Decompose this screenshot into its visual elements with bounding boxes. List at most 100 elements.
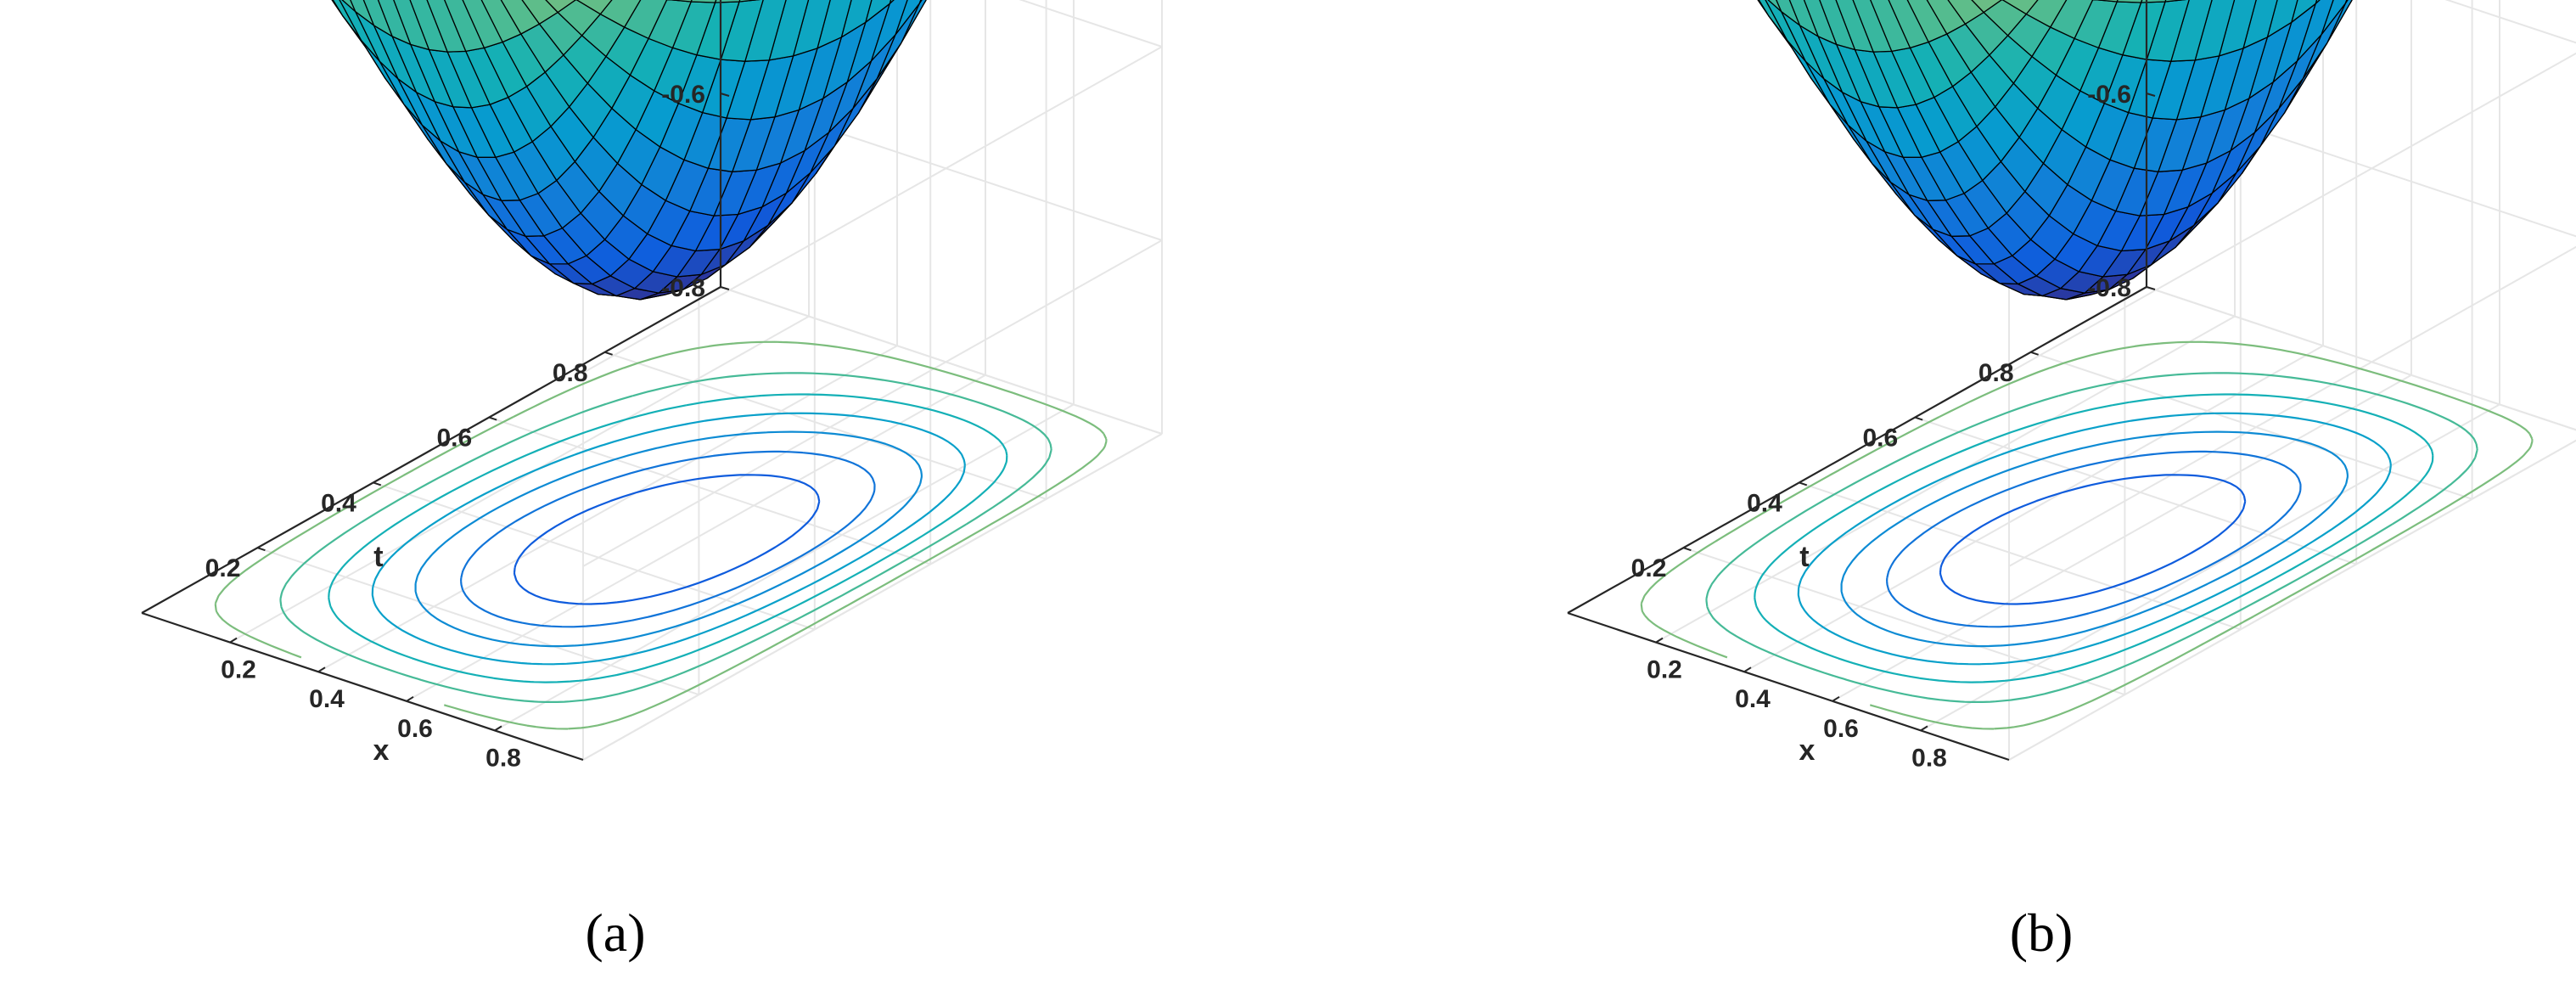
t-tick-label-1: 0.4: [1747, 489, 1782, 517]
x-axis-line: [1567, 611, 2010, 762]
z-tick-5: [720, 286, 730, 290]
z-tick-5: [2146, 286, 2156, 290]
surface-patch-22-5: [666, 0, 693, 3]
floor-grid-x-1: [317, 345, 898, 673]
floor-grid-x-1: [1743, 345, 2324, 673]
floor-grid-t-0: [257, 547, 699, 696]
t-axis-line: [141, 286, 721, 614]
floor-grid-t-3: [604, 351, 1047, 500]
x-tick-label-2: 0.6: [397, 715, 433, 743]
contour-3: [1797, 412, 2392, 666]
t-tick-label-0: 0.2: [1631, 554, 1667, 582]
surface-patch-21-14: [865, 0, 892, 23]
floor-grid-x-2: [1832, 374, 2412, 702]
contour-4: [1754, 393, 2434, 683]
surface-patch-20-15: [2296, 0, 2334, 62]
x-tick-label-0: 0.2: [221, 656, 256, 684]
floor-grid-x-2: [406, 374, 986, 702]
panel-label-b: (b): [2010, 902, 2074, 963]
contour-2: [1840, 430, 2349, 648]
box-edge-5: [720, 286, 1163, 435]
contour-6: [1640, 340, 2534, 730]
floor-grid-x-3: [1920, 403, 2500, 732]
x-tick-2: [1832, 695, 1840, 702]
floor-grid-x-0: [1655, 315, 2236, 644]
x-axis-line: [141, 611, 584, 762]
box-edge-6: [582, 433, 1163, 761]
surface-patch-19-18: [2350, 0, 2353, 3]
t-tick-2: [488, 416, 497, 421]
x-tick-label-1: 0.4: [309, 685, 345, 713]
x-tick-3: [1920, 725, 1928, 732]
contour-0: [513, 474, 821, 605]
t-tick-0: [1683, 547, 1692, 552]
sidewall-grid-z-3: [2008, 52, 2576, 374]
x-tick-1: [1743, 666, 1752, 673]
surface-patch-22-6: [690, 0, 717, 3]
z-tick-4: [720, 93, 730, 97]
t-tick-label-1: 0.4: [321, 489, 356, 517]
surface-patch-21-2: [575, 0, 613, 15]
floor-grid-x-0: [229, 315, 810, 644]
z-tick-4: [2146, 93, 2156, 97]
panel-label-a: (a): [585, 902, 645, 963]
t-axis-label: t: [1799, 541, 1809, 573]
sidewall-grid-z-4: [2008, 245, 2576, 567]
x-axis-label: x: [373, 734, 390, 767]
box-edge-5: [2146, 286, 2576, 431]
t-tick-label-3: 0.8: [1978, 359, 2014, 387]
z-tick-label-4: -0.6: [661, 81, 705, 109]
x-tick-0: [1655, 637, 1664, 644]
x-tick-label-0: 0.2: [1647, 656, 1682, 684]
sidewall-grid-z-4: [582, 239, 1163, 567]
contour-2: [414, 430, 923, 648]
floor-grid-t-1: [373, 481, 816, 631]
x-tick-3: [494, 725, 502, 732]
t-tick-2: [1914, 416, 1923, 421]
surface-patch-19-18: [924, 0, 927, 3]
backwall-grid-z-3: [2444, 0, 2576, 44]
x-tick-label-1: 0.4: [1735, 685, 1771, 713]
z-tick-label-4: -0.6: [2087, 81, 2131, 109]
surface-patch-20-17: [918, 0, 923, 4]
contour-4: [328, 393, 1008, 683]
x-tick-1: [317, 666, 326, 673]
surface-patch-21-3: [2025, 0, 2068, 28]
z-tick-label-5: -0.8: [661, 274, 705, 302]
contour-3: [371, 412, 966, 666]
surface-patch-22-8: [2164, 0, 2187, 3]
surface-patch-22-6: [2116, 0, 2143, 3]
t-tick-label-0: 0.2: [205, 554, 241, 582]
contour-1: [460, 450, 876, 628]
floor-grid-t-3: [2030, 351, 2472, 500]
surface-patch-20-15: [870, 0, 908, 62]
contour-5: [1705, 372, 2478, 703]
surface-patch-20-16: [895, 0, 922, 36]
t-tick-3: [2030, 351, 2039, 356]
contour-5: [279, 372, 1052, 703]
sidewall-grid-z-5: [2008, 439, 2576, 761]
surface-patch-21-3: [599, 0, 642, 28]
x-tick-2: [406, 695, 414, 702]
surface-patch-20-1: [1971, 0, 2003, 14]
panel-b: 0.20-0.2-0.4-0.6-0.80.20.40.60.80.20.40.…: [1567, 0, 2576, 772]
z-tick-label-5: -0.8: [2087, 274, 2131, 302]
x-tick-label-3: 0.8: [1911, 744, 1947, 772]
t-tick-label-2: 0.6: [1862, 425, 1898, 453]
surface-patch-22-8: [738, 0, 761, 3]
floor-grid-t-2: [488, 416, 931, 565]
x-tick-label-2: 0.6: [1823, 715, 1859, 743]
surface-patch-21-14: [2291, 0, 2318, 23]
floor-grid-t-1: [1799, 481, 2242, 631]
t-tick-1: [373, 481, 382, 486]
t-axis-label: t: [373, 541, 383, 573]
x-axis-label: x: [1799, 734, 1816, 767]
t-tick-3: [604, 351, 613, 356]
x-tick-label-3: 0.8: [485, 744, 521, 772]
t-tick-label-3: 0.8: [553, 359, 588, 387]
contour-0: [1939, 474, 2247, 605]
t-tick-label-2: 0.6: [436, 425, 472, 453]
surface-patch-20-17: [2344, 0, 2349, 4]
